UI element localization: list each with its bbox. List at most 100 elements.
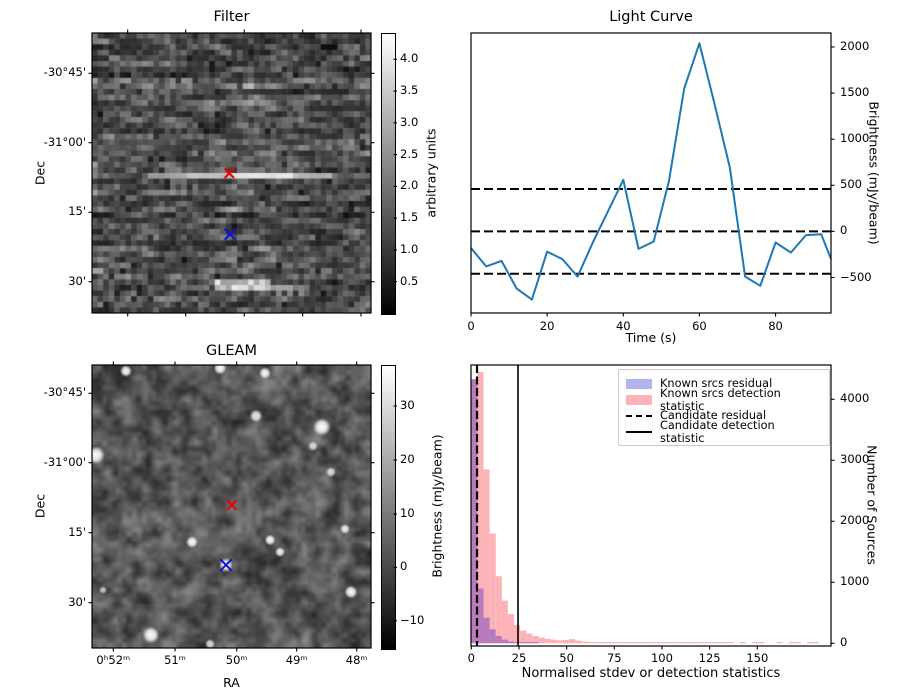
light-curve-xtick-label: 40	[615, 319, 631, 333]
hist-bar-known-residual	[495, 635, 502, 644]
legend-patch-swatch	[626, 378, 652, 389]
hist-bar-known-detection	[739, 642, 746, 644]
filter-title: Filter	[213, 9, 250, 25]
gleam-sky-image	[92, 365, 371, 648]
hist-bar-known-detection	[550, 639, 557, 644]
gleam-xtick-label: 49ᵐ	[285, 653, 308, 667]
filter-ytick-label: -30°45'	[43, 65, 86, 80]
hist-bar-known-detection	[568, 639, 576, 644]
hist-bar-known-detection	[575, 640, 582, 644]
hist-bar-known-residual	[507, 641, 515, 644]
hist-bar-known-detection	[483, 469, 490, 644]
hist-bar-known-detection	[587, 641, 594, 644]
histogram-xtick-label: 0	[467, 651, 475, 665]
hist-bar-known-detection	[684, 642, 691, 644]
hist-bar-known-detection	[654, 642, 661, 644]
hist-bar-known-detection	[556, 640, 563, 644]
histogram-xtick-label: 75	[606, 651, 622, 665]
legend-entry: Candidate detection statistic	[626, 419, 821, 445]
hist-bar-known-detection	[526, 633, 533, 644]
filter-colorbar	[381, 33, 396, 315]
histogram-ytick-label: 0	[840, 635, 848, 650]
light-curve-line	[471, 42, 831, 301]
filter-colorbar-tick-label: 1.5	[400, 210, 419, 225]
legend-entry: Known srcs detection statistic	[626, 387, 821, 413]
hist-bar-known-detection	[812, 642, 820, 644]
hist-bar-known-detection	[501, 600, 508, 644]
hist-bar-known-detection	[489, 533, 496, 644]
hist-bar-known-detection	[636, 642, 643, 644]
light-curve-xtick-label: 60	[692, 319, 707, 333]
gleam-xtick-label: 0ʰ52ᵐ	[96, 653, 131, 667]
hist-bar-known-residual	[477, 588, 484, 644]
hist-bar-known-detection	[617, 642, 624, 644]
hist-bar-known-residual	[489, 629, 496, 644]
legend-solid-line-sample	[626, 430, 652, 433]
hist-bar-known-detection	[751, 642, 759, 644]
hist-bar-known-detection	[507, 614, 515, 644]
gleam-title: GLEAM	[206, 343, 257, 359]
light-curve-xtick-label: 20	[539, 319, 555, 333]
hist-bar-known-detection	[544, 638, 551, 644]
gleam-ytick-label: 30'	[68, 594, 86, 609]
hist-bar-known-detection	[495, 576, 502, 644]
hist-bar-known-detection	[562, 639, 569, 644]
hist-bar-known-detection	[648, 642, 655, 644]
gleam-xtick-label: 51ᵐ	[164, 653, 186, 667]
gleam-colorbar-tick-label: 30	[400, 398, 415, 412]
histogram-xtick-label: 100	[650, 651, 673, 665]
gleam-ylabel-dec: Dec	[32, 493, 48, 519]
filter-ytick-label: -31°00'	[43, 134, 86, 149]
hist-bar-known-detection	[520, 630, 527, 644]
hist-bar-known-residual	[471, 379, 478, 644]
filter-colorbar-tick-label: 4.0	[400, 51, 419, 66]
hist-bar-known-detection	[721, 642, 728, 644]
hist-bar-known-detection	[642, 642, 649, 644]
hist-bar-known-detection	[794, 642, 801, 644]
filter-colorbar-label: arbitrary units	[423, 128, 439, 218]
hist-bar-known-detection	[611, 642, 618, 644]
filter-ytick-label: 30'	[68, 273, 86, 288]
filter-colorbar-tick-label: 1.0	[400, 241, 419, 256]
histogram-xtick-label: 125	[698, 651, 721, 665]
light-curve-xtick-label: 0	[467, 319, 475, 333]
filter-colorbar-tick-label: 3.0	[400, 114, 419, 129]
hist-bar-known-detection	[776, 642, 783, 644]
histogram-ytick-label: 4000	[840, 391, 870, 406]
light-curve-xlabel: Time (s)	[625, 330, 677, 345]
hist-bar-known-detection	[605, 642, 612, 644]
hist-bar-known-detection	[623, 642, 630, 644]
histogram-xtick-label: 25	[511, 651, 527, 665]
gleam-colorbar	[381, 365, 396, 650]
hist-bar-known-detection	[727, 642, 734, 644]
histogram-ytick-label: 1000	[840, 574, 870, 589]
gleam-colorbar-tick-label: 0	[400, 559, 408, 574]
light-curve-title: Light Curve	[609, 9, 693, 25]
filter-colorbar-tick-label: 2.5	[400, 146, 419, 161]
light-curve-ytick-label: 0	[840, 223, 848, 238]
filter-colorbar-tick-label: 0.5	[400, 273, 419, 288]
histogram-legend: Known srcs residual Known srcs detection …	[618, 369, 830, 446]
histogram-xtick-label: 50	[559, 651, 574, 665]
gleam-colorbar-tick-label: 10	[400, 506, 415, 520]
legend-patch-swatch	[626, 394, 652, 405]
filter-ylabel-dec: Dec	[32, 160, 48, 186]
hist-bar-known-residual	[483, 617, 490, 644]
hist-bar-known-detection	[697, 642, 704, 644]
hist-bar-known-detection	[690, 642, 698, 644]
hist-bar-known-residual	[501, 639, 508, 644]
hist-bar-known-detection	[806, 642, 813, 644]
hist-bar-known-detection	[715, 642, 722, 644]
hist-bar-known-detection	[758, 642, 765, 644]
hist-bar-known-detection	[672, 642, 679, 644]
gleam-colorbar-tick-label: 20	[400, 452, 415, 466]
filter-colorbar-tick-label: 2.0	[400, 178, 419, 193]
hist-bar-known-detection	[788, 642, 795, 644]
light-curve-ytick-label: 1000	[840, 131, 870, 146]
hist-bar-known-detection	[709, 642, 716, 644]
hist-bar-known-detection	[471, 379, 478, 644]
filter-ytick-label: 15'	[68, 204, 86, 219]
hist-bar-known-residual	[514, 642, 521, 644]
gleam-ytick-label: 15'	[68, 524, 86, 539]
